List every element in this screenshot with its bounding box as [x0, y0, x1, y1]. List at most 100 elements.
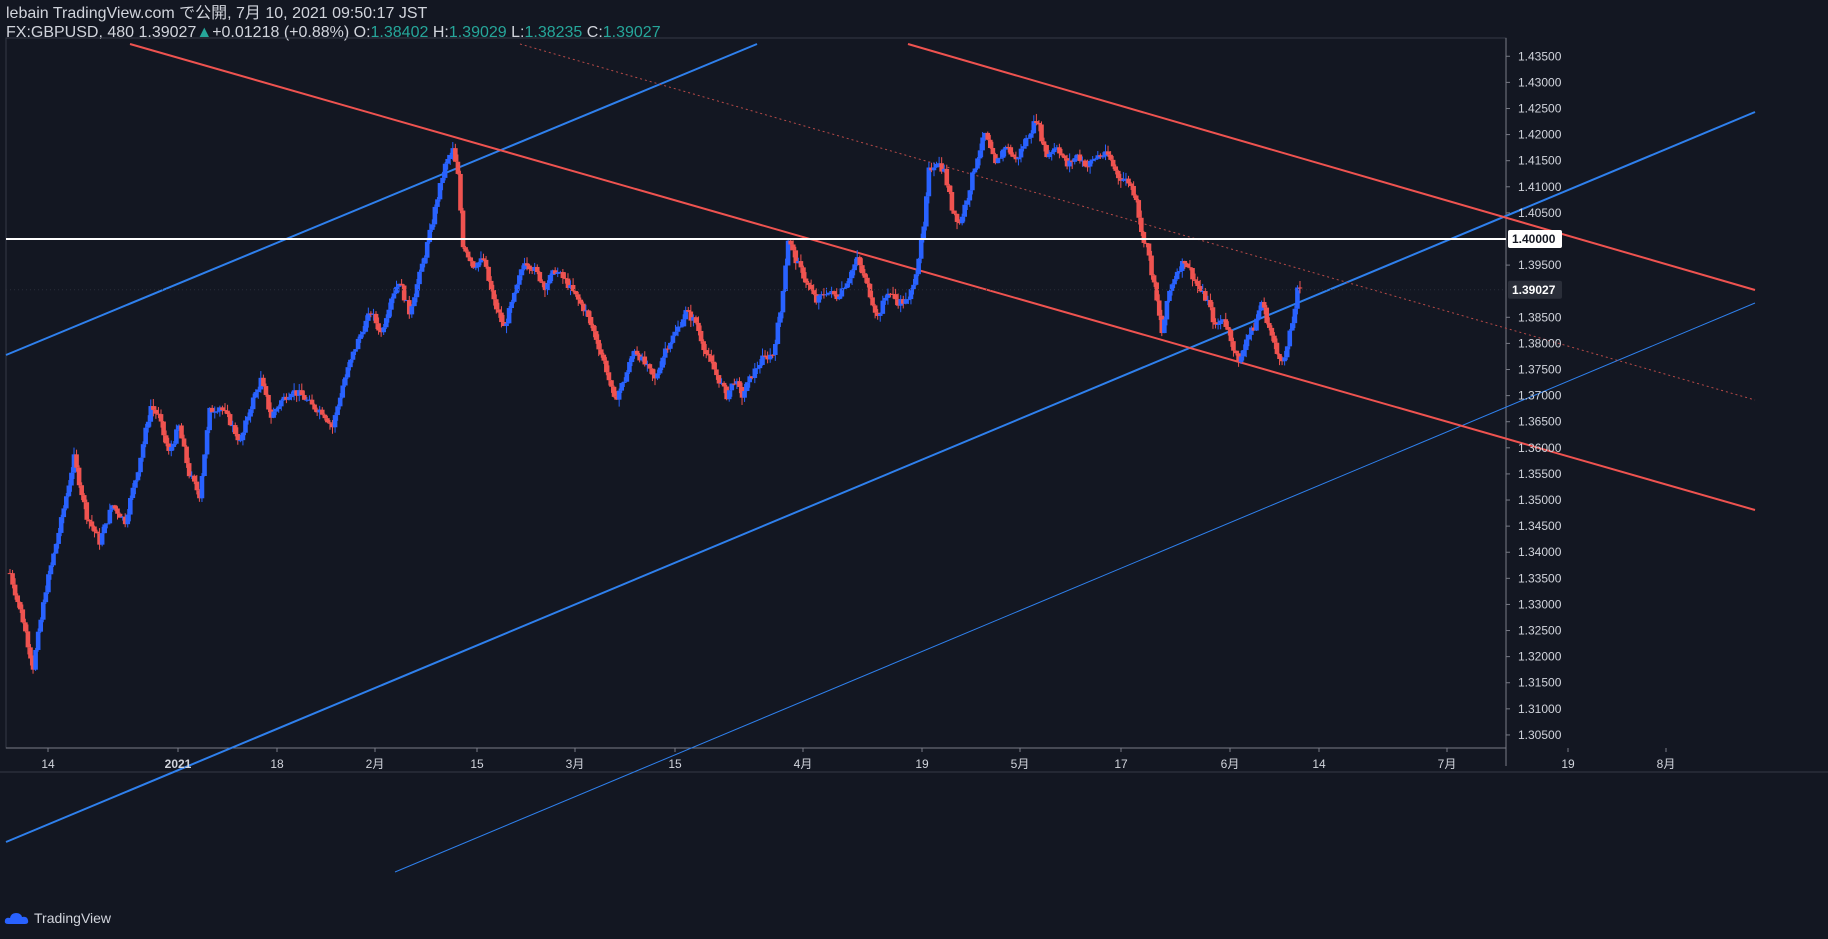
- candle-body: [895, 299, 901, 306]
- open-value: 1.38402: [370, 24, 429, 41]
- low-label: L:: [511, 24, 525, 41]
- price-tick-label: 1.32500: [1518, 624, 1562, 638]
- candle-body: [1146, 243, 1152, 256]
- candle-body: [302, 395, 307, 400]
- candle-body: [15, 595, 20, 603]
- candle-body: [534, 266, 540, 273]
- candle-body: [348, 359, 353, 368]
- candle-body: [238, 440, 243, 442]
- candle-body: [135, 472, 141, 481]
- candle-body: [245, 416, 251, 421]
- candle-body: [404, 300, 410, 302]
- candle-body: [1287, 330, 1293, 347]
- candle-body: [138, 457, 143, 473]
- candle-body: [675, 326, 681, 332]
- candle-body: [790, 244, 796, 251]
- candle-body: [964, 200, 970, 205]
- candle-body: [222, 410, 228, 412]
- candle-body: [1069, 160, 1075, 162]
- candle-body: [496, 309, 502, 313]
- candle-body: [1136, 200, 1142, 218]
- candle-body: [995, 158, 1001, 164]
- price-tick-label: 1.34500: [1518, 519, 1562, 533]
- candle-body: [319, 409, 325, 415]
- candle-body: [1231, 341, 1236, 351]
- candle-body: [10, 573, 15, 585]
- candle-body: [811, 289, 816, 295]
- candle-body: [363, 320, 369, 332]
- candle-body: [197, 490, 202, 499]
- candle-body: [307, 399, 312, 401]
- candle-body: [125, 514, 131, 525]
- tradingview-brand[interactable]: TradingView: [4, 910, 111, 926]
- candle-body: [110, 505, 115, 510]
- candle-body: [133, 480, 138, 488]
- candle-body: [908, 289, 914, 300]
- candle-body: [161, 421, 166, 436]
- high-value: 1.39029: [448, 24, 507, 41]
- candle-body: [970, 172, 975, 191]
- candle-body: [783, 265, 788, 292]
- candle-body: [1179, 260, 1185, 271]
- candle-body: [268, 409, 274, 418]
- candle-body: [529, 269, 535, 271]
- candle-body: [1131, 185, 1136, 196]
- candle-body: [458, 173, 463, 211]
- candle-body: [509, 301, 514, 309]
- candle-body: [1243, 339, 1249, 351]
- price-tick-label: 1.37000: [1518, 389, 1562, 403]
- candle-body: [826, 292, 832, 295]
- candle-body: [176, 425, 182, 430]
- time-tick-label: 6月: [1221, 757, 1240, 771]
- candle-body: [1118, 178, 1124, 181]
- candle-body: [378, 330, 384, 333]
- candle-body: [1297, 287, 1303, 289]
- candle-body: [1233, 350, 1239, 354]
- candle-body: [332, 415, 338, 428]
- candle-body: [688, 311, 694, 321]
- candle-body: [972, 168, 978, 173]
- candle-body: [81, 495, 87, 503]
- candle-body: [56, 532, 61, 544]
- candle-body: [440, 177, 445, 184]
- candle-body: [1005, 146, 1011, 148]
- price-tick-label: 1.37500: [1518, 363, 1562, 377]
- candle-body: [1167, 290, 1172, 301]
- candle-body: [949, 192, 955, 211]
- candle-body: [340, 385, 346, 398]
- candle-body: [816, 295, 822, 303]
- candle-body: [1031, 121, 1037, 134]
- candle-body: [263, 386, 269, 395]
- candle-body: [7, 573, 13, 575]
- candle-body: [1044, 145, 1049, 158]
- candle-body: [1090, 159, 1095, 161]
- candle-body: [1177, 270, 1183, 272]
- candle-body: [611, 386, 617, 397]
- candle-body: [860, 265, 865, 274]
- candle-body: [48, 565, 54, 575]
- candle-body: [212, 411, 218, 413]
- candle-body: [1144, 242, 1149, 244]
- close-value: 1.39027: [602, 24, 661, 41]
- blue-channel-middle-line: [5, 111, 1756, 843]
- candle-body: [76, 467, 82, 486]
- candle-body: [616, 390, 622, 400]
- candle-body: [1021, 146, 1026, 149]
- candle-body: [342, 377, 348, 386]
- candle-body: [1254, 318, 1259, 331]
- candle-body: [478, 258, 484, 263]
- candle-body: [1123, 178, 1129, 180]
- candle-body: [808, 284, 814, 290]
- candle-body: [1011, 154, 1016, 157]
- candle-body: [775, 322, 781, 345]
- time-tick-label: 19: [915, 757, 929, 771]
- candle-body: [685, 310, 691, 312]
- candle-body: [760, 355, 765, 365]
- candle-body: [929, 167, 934, 171]
- candle-body: [1197, 286, 1203, 292]
- candle-body: [975, 158, 980, 169]
- candle-body: [834, 294, 840, 300]
- candle-body: [1077, 154, 1083, 161]
- candle-body: [437, 183, 443, 200]
